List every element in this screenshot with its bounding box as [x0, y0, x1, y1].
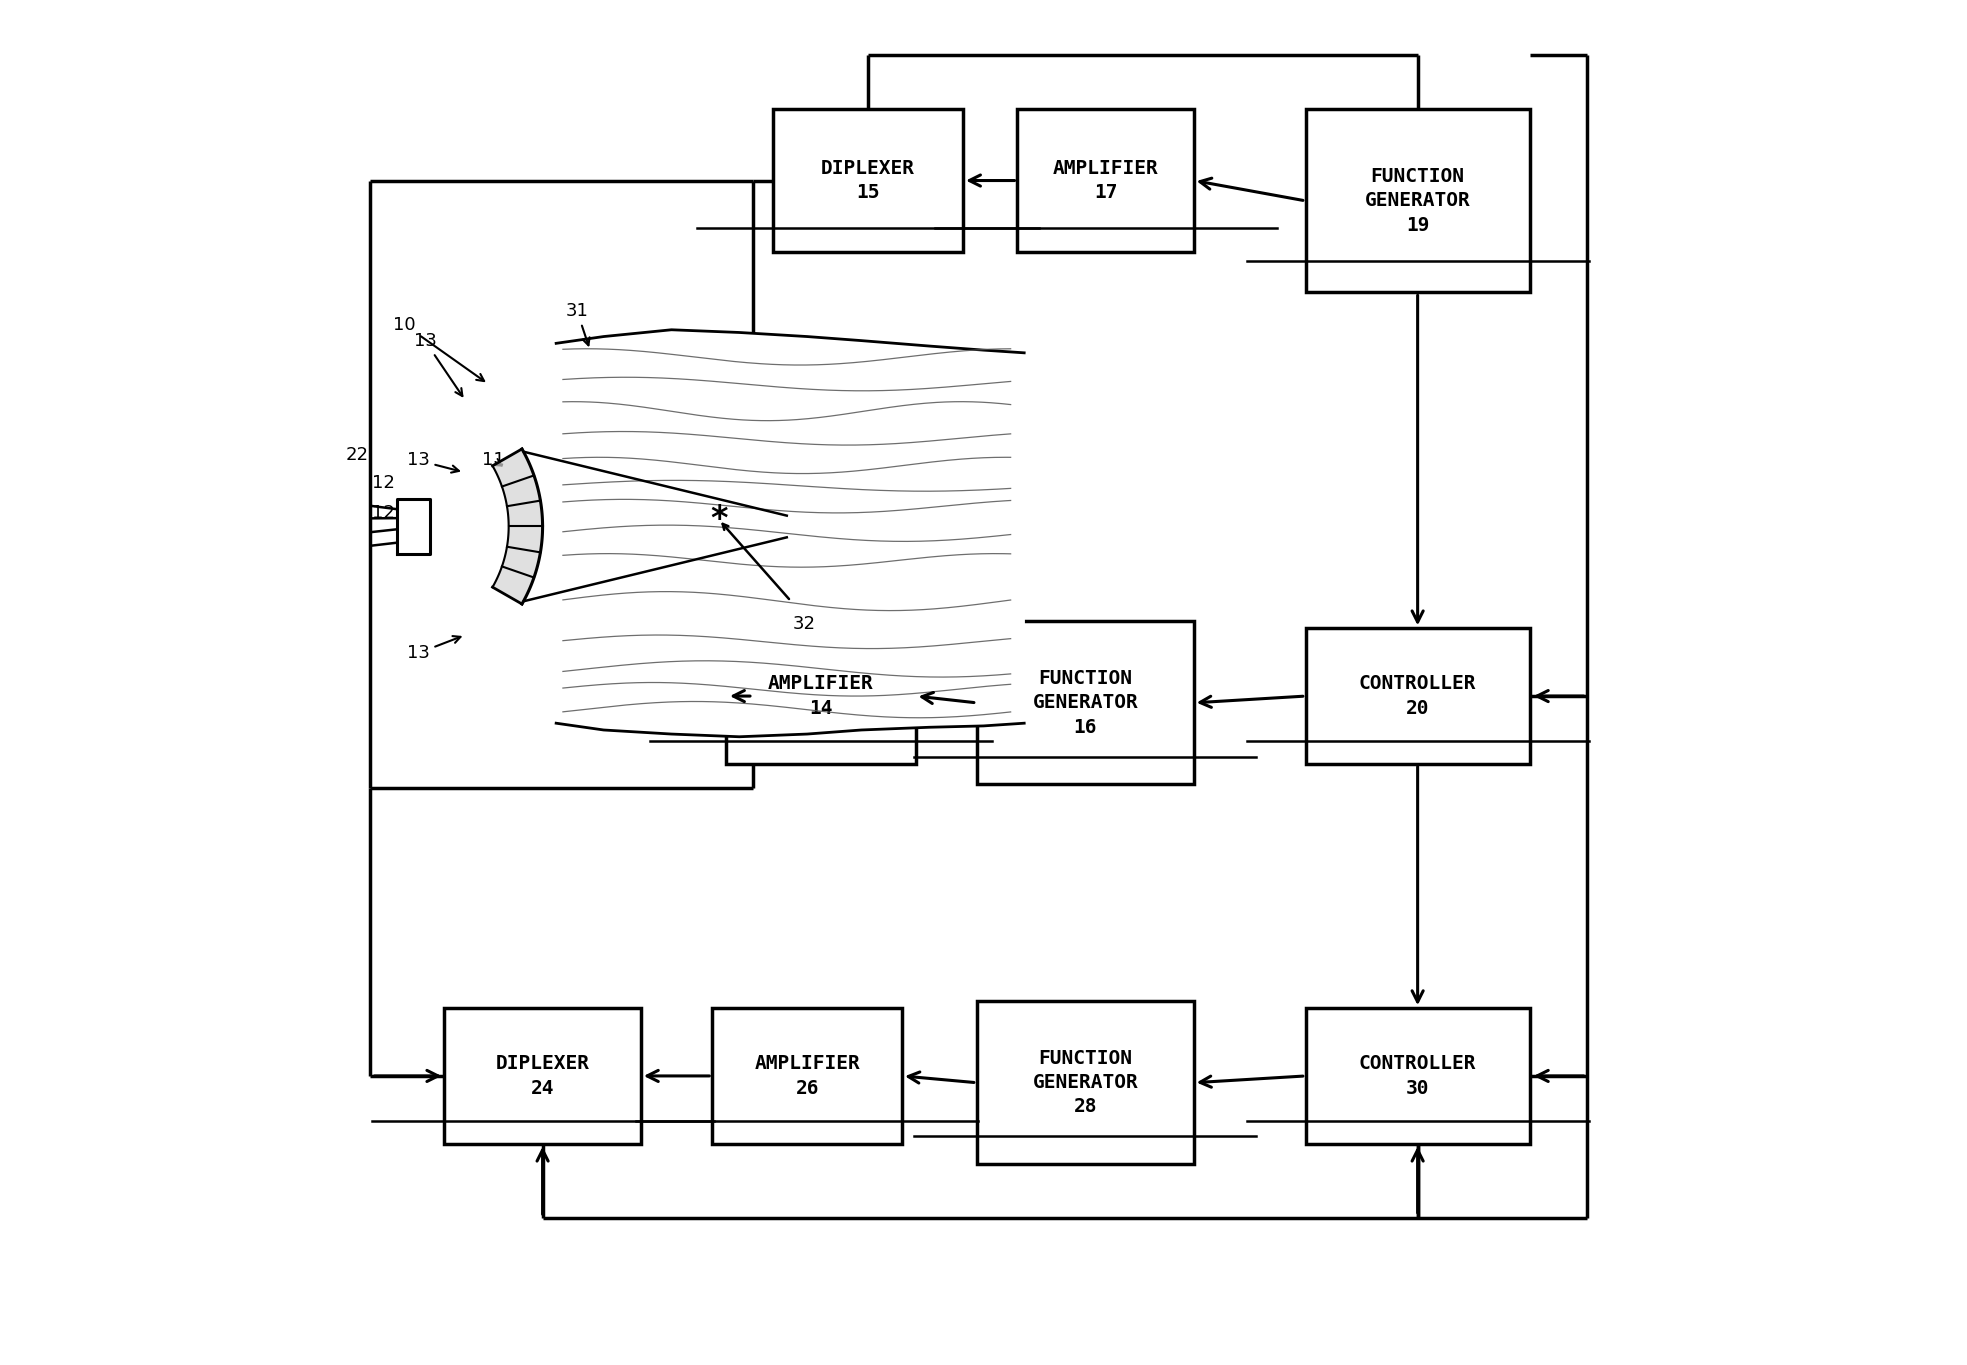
FancyBboxPatch shape: [726, 628, 917, 764]
Text: 12: 12: [372, 504, 395, 521]
Text: 13: 13: [407, 636, 460, 662]
FancyBboxPatch shape: [773, 109, 964, 251]
Text: 22: 22: [346, 445, 368, 464]
FancyBboxPatch shape: [445, 1009, 641, 1144]
Text: 13: 13: [413, 332, 462, 396]
Text: *: *: [710, 504, 728, 536]
FancyBboxPatch shape: [1306, 109, 1530, 292]
Text: FUNCTION
GENERATOR
16: FUNCTION GENERATOR 16: [1033, 669, 1139, 737]
Polygon shape: [397, 500, 431, 554]
Polygon shape: [492, 449, 543, 603]
Text: 13: 13: [407, 452, 458, 472]
FancyBboxPatch shape: [1017, 109, 1194, 251]
Text: CONTROLLER
20: CONTROLLER 20: [1359, 674, 1477, 718]
Text: AMPLIFIER
17: AMPLIFIER 17: [1052, 158, 1159, 202]
Text: AMPLIFIER
26: AMPLIFIER 26: [753, 1054, 860, 1097]
Polygon shape: [557, 330, 1025, 737]
Text: CONTROLLER
30: CONTROLLER 30: [1359, 1054, 1477, 1097]
Text: AMPLIFIER
14: AMPLIFIER 14: [767, 674, 873, 718]
Text: 31: 31: [566, 302, 590, 345]
Text: FUNCTION
GENERATOR
19: FUNCTION GENERATOR 19: [1365, 167, 1471, 235]
FancyBboxPatch shape: [1306, 628, 1530, 764]
Text: DIPLEXER
24: DIPLEXER 24: [496, 1054, 590, 1097]
Text: 12: 12: [372, 474, 395, 491]
FancyBboxPatch shape: [1306, 1009, 1530, 1144]
Text: FUNCTION
GENERATOR
28: FUNCTION GENERATOR 28: [1033, 1048, 1139, 1117]
Text: 32: 32: [793, 616, 816, 633]
FancyBboxPatch shape: [978, 621, 1194, 785]
Text: 10: 10: [393, 315, 484, 381]
FancyBboxPatch shape: [712, 1009, 903, 1144]
FancyBboxPatch shape: [978, 1002, 1194, 1164]
Text: 11: 11: [482, 452, 504, 470]
Text: DIPLEXER
15: DIPLEXER 15: [820, 158, 915, 202]
